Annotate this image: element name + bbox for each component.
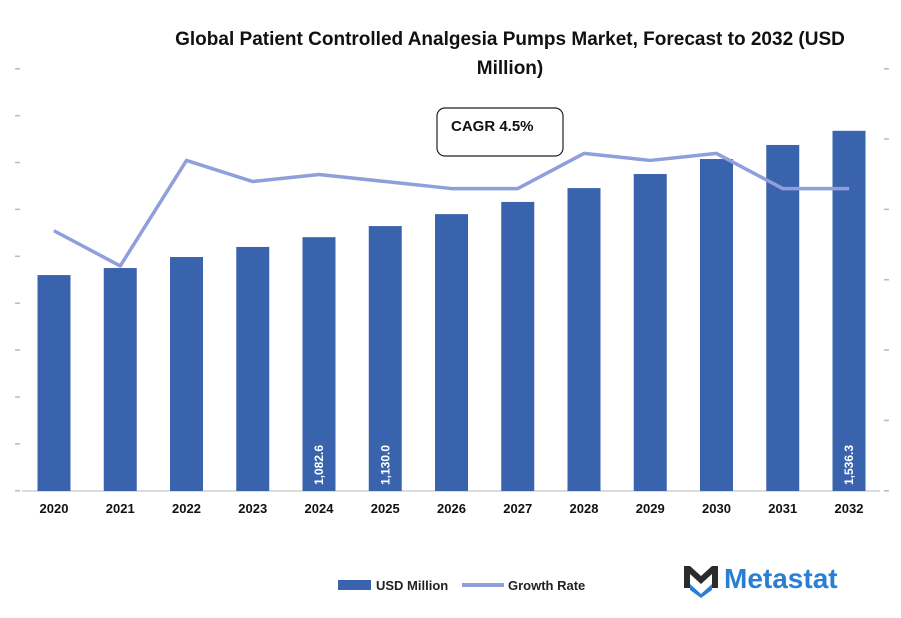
data-label-2032: 1,536.3 [842,445,856,485]
bar-2023 [236,246,270,491]
x-tick-label: 2020 [40,501,69,516]
growth-point-2021 [119,265,121,267]
growth-point-2022 [186,159,187,161]
y-right-tick [884,419,889,422]
x-tick-label: 2021 [106,501,135,516]
growth-point-2020 [53,230,55,232]
bar-2032 [832,130,866,491]
logo-text: Metastat [724,563,838,594]
growth-point-2025 [384,181,386,183]
cagr-label: CAGR 4.5% [451,118,534,135]
y-right-tick [884,349,889,351]
legend-line-label: Growth Rate [508,578,585,593]
x-tick-label: 2026 [437,501,466,516]
x-tick-label: 2030 [702,501,731,516]
growth-point-2029 [649,159,651,161]
cagr-box [436,107,564,157]
x-tick-label: 2025 [371,501,400,516]
growth-point-2032 [848,188,850,190]
y-left-tick [15,396,20,398]
bar-2020 [37,275,71,491]
y-left-tick [15,114,20,117]
growth-point-2030 [716,152,717,154]
metastat-logo: Metastat [684,563,838,598]
legend-bar-swatch [338,580,371,590]
cagr-annotation: CAGR 4.5% [436,107,564,157]
bar-2027 [501,201,535,491]
y-left-tick [15,255,20,258]
y-left-tick [15,161,20,164]
growth-point-2024 [318,174,320,175]
y-left-tick [15,302,20,304]
x-tick-label: 2027 [503,501,532,516]
bar-2031 [766,144,800,491]
bar-2022 [170,257,203,491]
y-left-tick [15,490,20,492]
y-right-tick [884,279,889,281]
x-tick-label: 2032 [835,501,864,516]
growth-point-2031 [782,188,784,190]
growth-point-2023 [252,181,254,183]
bar-2026 [435,214,468,492]
y-left-tick [15,349,20,351]
bar-2028 [567,188,601,491]
y-right-tick [884,490,889,492]
y-left-tick [15,443,20,445]
bar-2029 [633,174,667,491]
bar-2021 [103,268,137,491]
bar-2025 [368,226,402,492]
x-tick-label: 2022 [172,501,201,516]
data-label-2024: 1,082.6 [312,445,326,485]
x-tick-label: 2024 [305,501,335,516]
logo-mark-icon [684,566,718,588]
bar-2030 [700,159,733,491]
legend: USD Million Growth Rate [338,578,585,593]
y-right-tick [884,138,889,140]
growth-point-2028 [583,152,585,154]
logo-mark-accent-icon [690,584,712,598]
bars: 1,082.6 1,130.0 1,536.3 [37,130,866,492]
y-left-tick [15,208,20,211]
y-left-tick [15,68,20,70]
data-label-2025: 1,130.0 [378,445,392,485]
x-tick-label: 2023 [238,501,267,516]
x-ticks: 2020 2021 2022 2023 2024 2025 2026 2027 2028 2029… [40,501,864,516]
y-right-tick [884,208,889,211]
x-tick-label: 2029 [636,501,665,516]
y-right-tick [884,68,889,70]
growth-point-2027 [517,188,519,190]
chart-title-line1: Global Patient Controlled Analgesia Pump… [175,29,845,50]
growth-point-2026 [451,188,452,190]
x-tick-label: 2031 [768,501,797,516]
x-tick-label: 2028 [570,501,599,516]
growth-line [53,151,850,268]
bar-2024 [302,237,336,491]
chart-title-line2: Million) [477,58,543,79]
legend-bar-label: USD Million [376,578,448,593]
